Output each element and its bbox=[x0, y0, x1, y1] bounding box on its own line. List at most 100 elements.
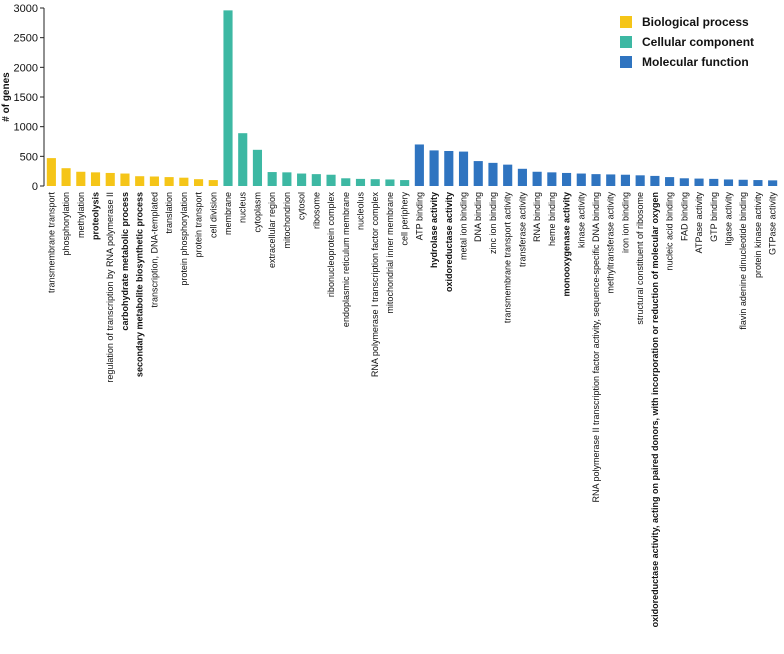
bar bbox=[753, 180, 763, 186]
x-tick-label: metal ion binding bbox=[459, 192, 469, 260]
y-axis-label: # of genes bbox=[1, 72, 12, 122]
x-tick-label: nucleolus bbox=[355, 192, 365, 231]
bar bbox=[635, 175, 645, 186]
x-tick-label: oxidoreductase activity bbox=[444, 192, 454, 292]
y-tick-label: 0 bbox=[32, 181, 38, 193]
bar bbox=[709, 178, 719, 186]
x-tick-label: nucleus bbox=[238, 192, 248, 224]
x-tick-label: protein kinase activity bbox=[753, 192, 763, 279]
legend-item: Molecular function bbox=[620, 52, 754, 72]
bar bbox=[488, 162, 498, 186]
x-tick-label: ribosome bbox=[311, 192, 321, 229]
bar bbox=[208, 180, 218, 186]
legend-label: Molecular function bbox=[642, 55, 749, 69]
bar bbox=[650, 175, 660, 186]
legend-label: Biological process bbox=[642, 15, 749, 29]
bar bbox=[223, 10, 233, 187]
bar bbox=[738, 179, 748, 186]
bar bbox=[576, 173, 586, 186]
y-tick-label: 2000 bbox=[14, 62, 38, 74]
x-tick-label: cell division bbox=[208, 192, 218, 238]
bar bbox=[252, 149, 263, 186]
bar bbox=[105, 172, 115, 186]
x-tick-label: transmembrane transport bbox=[46, 192, 56, 294]
x-tick-label: cytosol bbox=[297, 192, 307, 220]
bar bbox=[120, 173, 130, 186]
x-tick-label: endoplasmic reticulum membrane bbox=[341, 192, 351, 327]
bar bbox=[562, 172, 572, 186]
bar bbox=[723, 179, 734, 186]
bar bbox=[341, 178, 351, 186]
bar bbox=[297, 173, 307, 186]
x-tick-label: ATP binding bbox=[414, 192, 424, 240]
y-tick-label: 1000 bbox=[14, 122, 38, 134]
x-tick-label: RNA binding bbox=[532, 192, 542, 242]
x-tick-label: methylation bbox=[76, 192, 86, 238]
x-tick-label: methyltransferase activity bbox=[606, 192, 616, 294]
x-tick-label: FAD binding bbox=[679, 192, 689, 241]
x-tick-label: zinc ion binding bbox=[488, 192, 498, 254]
legend-item: Cellular component bbox=[620, 32, 754, 52]
x-tick-label: hydrolase activity bbox=[429, 192, 439, 268]
bar bbox=[517, 168, 527, 186]
bar bbox=[400, 180, 410, 186]
bar bbox=[665, 177, 675, 186]
bar bbox=[311, 174, 321, 186]
y-tick-label: 3000 bbox=[14, 3, 38, 15]
bar bbox=[414, 144, 424, 186]
x-tick-label: mitochondrion bbox=[282, 192, 292, 249]
x-tick-label: protein phosphorylation bbox=[179, 192, 189, 286]
x-tick-label: proteolysis bbox=[91, 192, 101, 240]
x-tick-label: structural constituent of ribosome bbox=[635, 192, 645, 325]
x-tick-label: cytoplasm bbox=[252, 192, 262, 233]
x-tick-label: heme binding bbox=[547, 192, 557, 246]
bar bbox=[458, 151, 469, 186]
legend-item: Biological process bbox=[620, 12, 754, 32]
x-tick-label: flavin adenine dinucleotide binding bbox=[738, 192, 748, 330]
bar bbox=[503, 164, 513, 186]
bar bbox=[355, 178, 366, 186]
bar bbox=[135, 176, 145, 186]
x-tick-label: RNA polymerase I transcription factor co… bbox=[370, 192, 380, 378]
bar bbox=[238, 133, 248, 186]
y-tick-label: 2500 bbox=[14, 33, 38, 45]
legend-swatch bbox=[620, 36, 632, 48]
x-tick-label: extracellular region bbox=[267, 192, 277, 268]
bar bbox=[768, 180, 778, 186]
x-tick-label: transcription, DNA-templated bbox=[149, 192, 159, 308]
bar bbox=[179, 177, 189, 186]
x-tick-label: ligase activity bbox=[723, 192, 733, 246]
bar bbox=[429, 150, 439, 186]
bar bbox=[620, 174, 631, 186]
x-tick-label: secondary metabolite biosynthetic proces… bbox=[135, 192, 145, 377]
x-tick-label: translation bbox=[164, 192, 174, 234]
x-tick-label: kinase activity bbox=[576, 192, 586, 249]
x-tick-label: ribonucleoprotein complex bbox=[326, 192, 336, 298]
x-tick-label: membrane bbox=[223, 192, 233, 235]
x-tick-label: GTP binding bbox=[709, 192, 719, 242]
legend: Biological process Cellular component Mole… bbox=[620, 12, 754, 72]
legend-swatch bbox=[620, 56, 632, 68]
x-tick-label: iron ion binding bbox=[620, 192, 630, 253]
bar bbox=[606, 174, 616, 186]
bar bbox=[164, 177, 174, 186]
bar bbox=[547, 172, 557, 186]
bar bbox=[370, 179, 380, 186]
bar bbox=[473, 161, 483, 186]
y-tick-label: 1500 bbox=[14, 92, 38, 104]
x-tick-label: GTPase activity bbox=[768, 192, 778, 256]
bar bbox=[194, 179, 204, 186]
bar bbox=[532, 171, 542, 186]
x-tick-label: phosphorylation bbox=[61, 192, 71, 256]
bar bbox=[694, 178, 704, 186]
x-tick-label: DNA binding bbox=[473, 192, 483, 242]
x-tick-label: carbohydrate metabolic process bbox=[120, 192, 130, 331]
legend-swatch bbox=[620, 16, 632, 28]
bar bbox=[385, 179, 395, 186]
bar bbox=[149, 176, 159, 186]
bar bbox=[679, 178, 689, 186]
x-axis-labels: transmembrane transport phosphorylation me… bbox=[46, 192, 777, 628]
bar-series bbox=[46, 10, 778, 187]
bar bbox=[90, 172, 101, 186]
